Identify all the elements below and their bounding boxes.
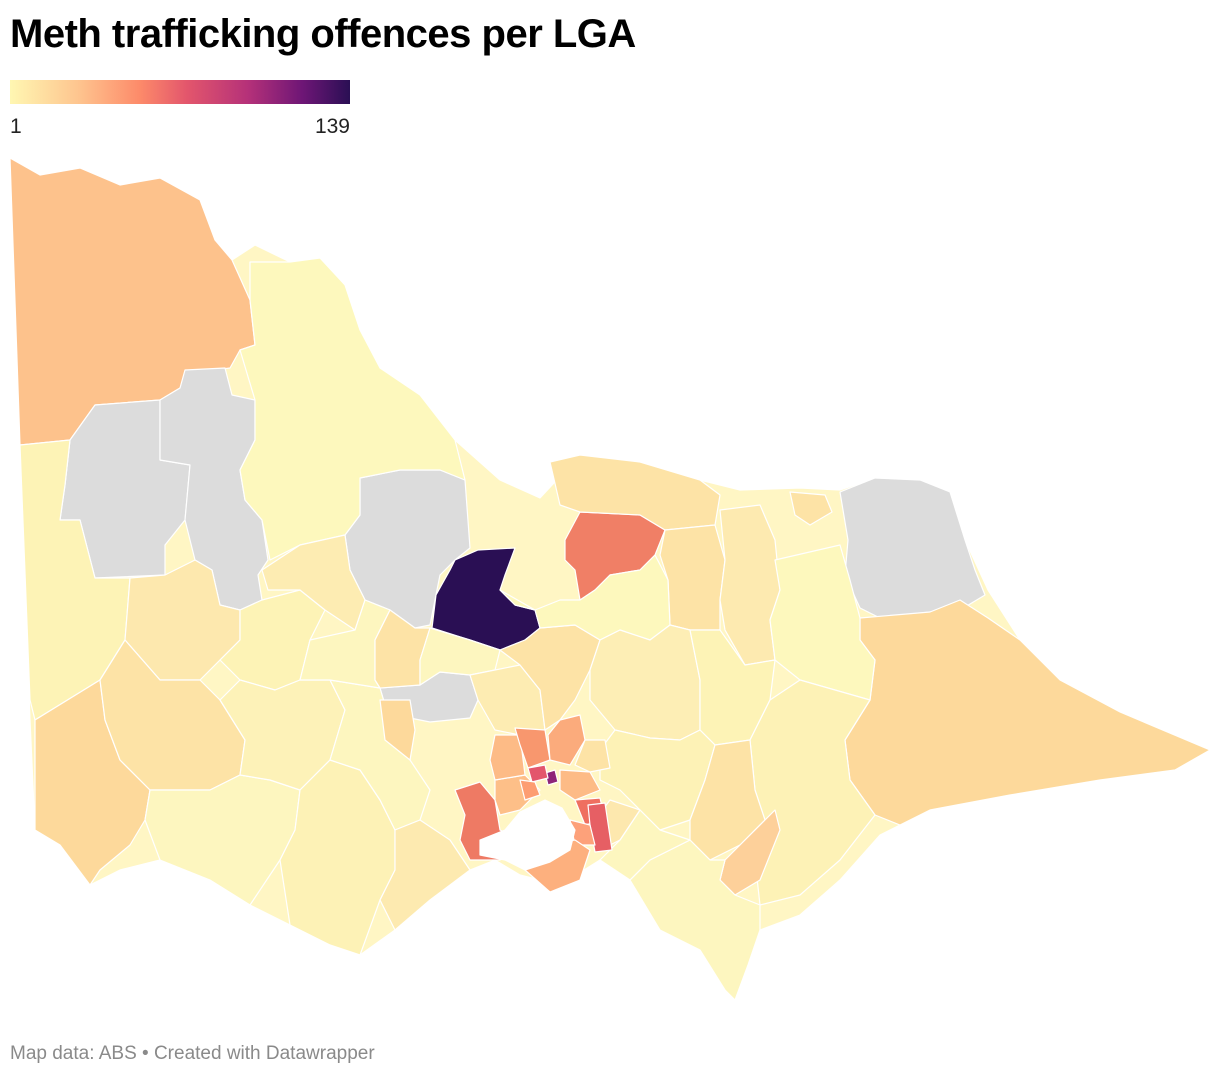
lga-towong-small bbox=[789, 491, 833, 526]
lga-inner-north bbox=[527, 764, 549, 783]
legend-max-label: 139 bbox=[314, 115, 350, 138]
lga-melbourne-cbd bbox=[544, 769, 559, 786]
lga-hume bbox=[514, 727, 551, 769]
lga-surf-coast bbox=[379, 819, 471, 931]
lga-whittlesea bbox=[547, 714, 586, 766]
lga-south-gippsland bbox=[629, 839, 761, 1001]
lga-strathbogie bbox=[499, 624, 601, 731]
lga-no-data-west-2 bbox=[159, 367, 269, 611]
lga-nillumbik bbox=[574, 739, 611, 773]
lga-north-central bbox=[239, 257, 466, 561]
lga-no-data-east bbox=[839, 477, 986, 619]
color-legend: 1 139 bbox=[10, 80, 350, 139]
lga-brimbank bbox=[519, 779, 541, 801]
map-footer: Map data: ABS • Created with Datawrapper bbox=[10, 1043, 375, 1064]
lga-eastern-metro bbox=[559, 769, 601, 801]
lga-macedon bbox=[379, 699, 416, 761]
lga-benalla bbox=[499, 554, 671, 641]
lga-east-gippsland bbox=[844, 599, 1211, 826]
port-phillip-bay bbox=[479, 799, 576, 871]
lga-wellington bbox=[749, 679, 876, 906]
lga-melton bbox=[489, 734, 526, 781]
chart-title: Meth trafficking offences per LGA bbox=[10, 12, 636, 56]
legend-min-label: 1 bbox=[10, 115, 22, 138]
legend-gradient-bar bbox=[10, 80, 350, 104]
lga-wellington-north bbox=[769, 544, 876, 701]
lga-west-wimmera bbox=[19, 439, 131, 721]
